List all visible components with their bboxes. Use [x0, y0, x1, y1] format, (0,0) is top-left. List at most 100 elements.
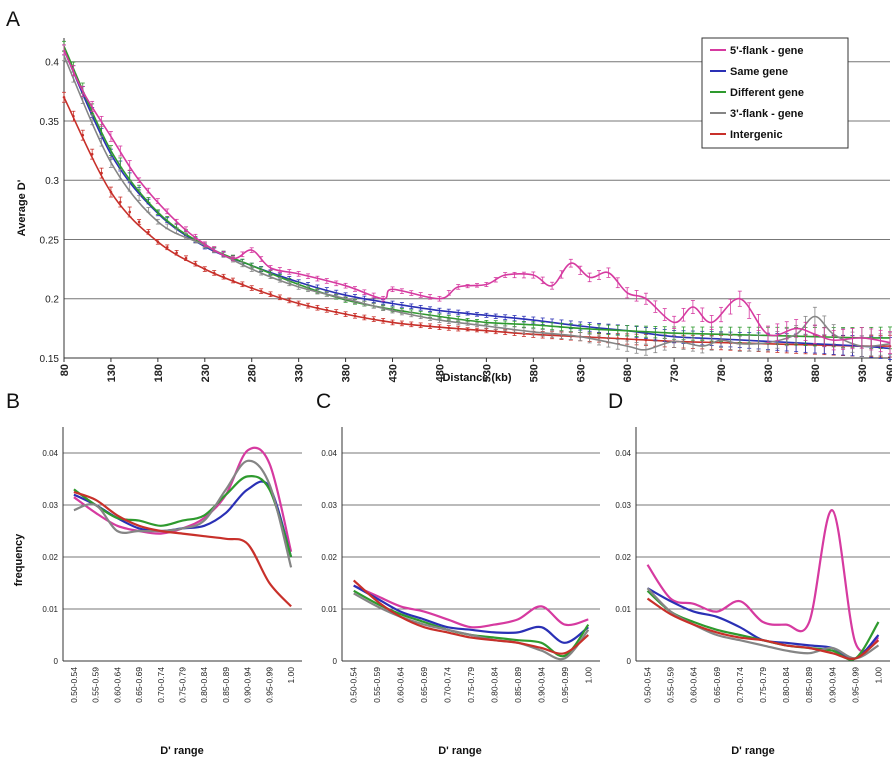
- panel-a-point: [175, 251, 178, 255]
- panel-a-point: [147, 230, 150, 234]
- panel-a-point: [372, 317, 376, 321]
- panel-a-x-tick-label: 780: [716, 364, 728, 382]
- panel-c-y-tick-label: 0: [333, 657, 338, 666]
- panel-a-point: [156, 240, 160, 244]
- panel-a-point: [644, 338, 648, 342]
- panel-c-x-tick-label: 0.85-0.89: [513, 667, 523, 703]
- panel-b-x-tick-label: 0.50-0.54: [69, 667, 79, 703]
- panel-c-line-same-gene: [353, 584, 589, 644]
- panel-c-y-tick-label: 0.03: [321, 501, 337, 510]
- panel-a-point: [109, 190, 113, 194]
- panel-label-b: B: [6, 390, 20, 413]
- panel-a-point: [278, 296, 282, 299]
- panel-d-x-tick-label: 0.90-0.94: [827, 667, 837, 703]
- panel-b-x-axis-label: D' range: [160, 745, 204, 757]
- panel-a-x-tick-label: 330: [294, 364, 306, 382]
- panel-c-x-tick-label: 0.65-0.69: [419, 667, 429, 703]
- panel-a-point: [194, 262, 197, 265]
- panel-a-point: [297, 302, 300, 305]
- panel-b-y-tick-label: 0.03: [42, 501, 58, 510]
- panel-b-y-tick-label: 0.01: [42, 605, 58, 614]
- panel-b-x-tick-label: 0.60-0.64: [112, 667, 122, 703]
- legend: 5'-flank - gene Same gene Different gene 3'…: [701, 37, 849, 149]
- panel-a-x-tick-label: 830: [763, 364, 775, 382]
- panel-a-point: [363, 316, 366, 319]
- panel-b-y-axis-label: frequency: [13, 533, 25, 586]
- panel-d-line-different-gene: [646, 589, 880, 661]
- panel-b-line-5-flank-gene: [73, 446, 293, 553]
- panel-a-point: [334, 310, 338, 314]
- panel-d-line-intergenic: [646, 597, 880, 660]
- panel-a-point: [241, 282, 244, 286]
- panel-a-point: [635, 338, 638, 341]
- panel-c-x-tick-label: 0.55-0.59: [372, 667, 382, 703]
- panel-b-y-tick-label: 0.04: [42, 449, 58, 458]
- legend-label-same-gene: Same gene: [730, 66, 788, 78]
- panel-c-x-axis-label: D' range: [438, 745, 482, 757]
- panel-b-y-tick-label: 0.02: [42, 553, 58, 562]
- panel-c-x-tick-label: 0.70-0.74: [443, 667, 453, 703]
- panel-c-chart: 0 0.01 0.02 0.03 0.04 0.50-0.54 0.55-0.59 0.60-…: [321, 427, 600, 703]
- panel-a-point: [72, 114, 75, 118]
- panel-a-x-tick-label: 80: [59, 364, 71, 376]
- panel-a-x-tick-label: 880: [810, 364, 822, 382]
- panel-a-point: [128, 210, 132, 214]
- panel-a-point: [269, 292, 272, 296]
- panel-d-y-tick-label: 0.04: [615, 449, 631, 458]
- panel-a-point: [231, 279, 235, 282]
- panel-a-point: [485, 329, 488, 333]
- panel-b-x-tick-label: 0.95-0.99: [264, 667, 274, 703]
- panel-d-x-tick-label: 0.95-0.99: [850, 667, 860, 703]
- panel-c-y-tick-label: 0.01: [321, 605, 337, 614]
- panel-a-point: [250, 286, 254, 290]
- panel-b-x-tick-label: 1.00: [286, 667, 296, 684]
- panel-a-x-tick-label: 230: [200, 364, 212, 382]
- panel-a-point: [475, 328, 479, 332]
- panel-a-point: [203, 267, 207, 271]
- panel-a-point: [466, 328, 469, 331]
- panel-c-line-intergenic: [352, 579, 590, 655]
- panel-a-point: [438, 325, 441, 329]
- panel-a-y-tick-label: 0.4: [45, 58, 59, 69]
- panel-a-point: [62, 95, 66, 99]
- panel-c-line-5-flank-gene: [353, 584, 589, 629]
- panel-c-x-tick-label: 0.90-0.94: [536, 667, 546, 703]
- panel-d-x-tick-label: 0.85-0.89: [804, 667, 814, 703]
- panel-b-y-tick-label: 0: [54, 657, 59, 666]
- panel-a-x-tick-label: 580: [528, 364, 540, 382]
- panel-a-point: [212, 271, 216, 275]
- panel-c-y-tick-label: 0.02: [321, 553, 337, 562]
- panel-b-line-3-flank-gene: [73, 459, 293, 568]
- panel-a-point: [391, 321, 394, 324]
- panel-a-x-tick-label: 930: [857, 364, 869, 382]
- panel-a-point: [259, 289, 263, 293]
- panel-d-x-tick-label: 0.65-0.69: [712, 667, 722, 703]
- panel-a-point: [400, 322, 404, 325]
- panel-a-point: [419, 323, 422, 327]
- panel-a-point: [456, 327, 460, 330]
- panel-a-x-tick-label: 630: [575, 364, 587, 382]
- panel-d-x-tick-label: 0.75-0.79: [758, 667, 768, 703]
- panel-a-point: [428, 324, 432, 328]
- panel-a-x-tick-label: 480: [434, 364, 446, 382]
- panel-a-x-tick-label: 680: [622, 364, 634, 382]
- panel-a-point: [222, 275, 225, 278]
- panel-a-y-tick-label: 0.15: [40, 354, 60, 365]
- panel-a-point: [447, 326, 451, 330]
- panel-b-x-tick-label: 0.85-0.89: [221, 667, 231, 703]
- panel-a-point: [119, 200, 122, 204]
- panel-a-point: [353, 314, 357, 318]
- panel-a-point: [287, 299, 291, 302]
- panel-b-line-intergenic: [73, 490, 292, 608]
- panel-a-x-tick-label: 380: [341, 364, 353, 382]
- panel-a-point: [494, 330, 498, 333]
- panel-d-line-3-flank-gene: [646, 587, 880, 660]
- panel-d-x-tick-label: 0.70-0.74: [735, 667, 745, 703]
- panel-a-y-tick-label: 0.3: [45, 176, 59, 187]
- panel-d-y-tick-label: 0.02: [615, 553, 631, 562]
- panel-label-d: D: [608, 390, 623, 413]
- panel-c-x-tick-label: 0.80-0.84: [489, 667, 499, 703]
- panel-b-x-tick-label: 0.70-0.74: [156, 667, 166, 703]
- panel-c-x-tick-label: 0.50-0.54: [349, 667, 359, 703]
- panel-a-y-tick-label: 0.25: [40, 235, 60, 246]
